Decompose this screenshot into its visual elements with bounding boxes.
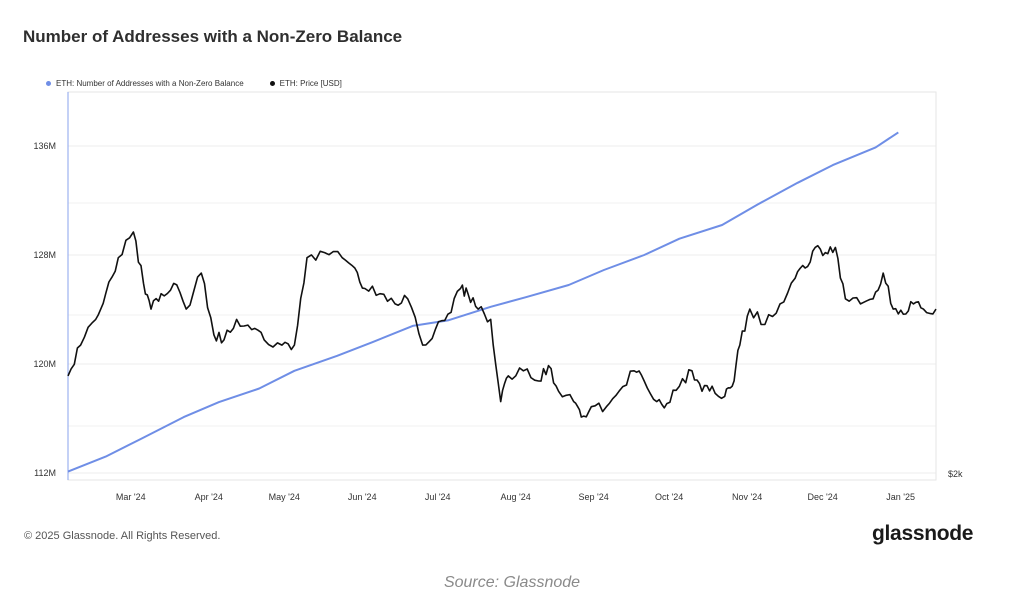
x-tick-label: Aug '24 (501, 492, 531, 502)
chart-legend: ETH: Number of Addresses with a Non-Zero… (46, 79, 368, 88)
y-right-tick-label: $2k (948, 469, 963, 479)
grid-lines (68, 145, 936, 474)
x-tick-label: Apr '24 (195, 492, 223, 502)
x-tick-label: Nov '24 (732, 492, 762, 502)
legend-dot-price (269, 81, 275, 86)
source-caption: Source: Glassnode (443, 574, 581, 591)
series-layer (67, 131, 937, 473)
x-tick-label: May '24 (269, 492, 300, 502)
copyright-text: © 2025 Glassnode. All Rights Reserved. (24, 530, 221, 542)
y-left-axis: 112M 120M 128M 136M (33, 141, 56, 478)
x-tick-label: Mar '24 (116, 492, 146, 502)
x-tick-label: Dec '24 (808, 492, 838, 502)
x-tick-label: Sep '24 (579, 492, 609, 502)
series-line-addresses[interactable] (67, 131, 899, 473)
glassnode-logo: glassnode (872, 522, 974, 545)
y-left-tick-label: 136M (33, 141, 56, 151)
series-line-price[interactable] (67, 231, 937, 418)
x-axis: Mar '24 Apr '24 May '24 Jun '24 Jul '24 Aug '… (116, 492, 915, 502)
legend-label-addresses: ETH: Number of Addresses with a Non-Zero… (56, 79, 244, 88)
x-tick-label: Jun '24 (348, 492, 377, 502)
y-left-tick-label: 128M (33, 250, 56, 260)
legend-item-addresses[interactable]: ETH: Number of Addresses with a Non-Zero… (46, 79, 244, 88)
chart-title: Number of Addresses with a Non-Zero Bala… (23, 27, 403, 46)
legend-item-price[interactable]: ETH: Price [USD] (269, 79, 342, 88)
legend-label-price: ETH: Price [USD] (279, 79, 342, 88)
y-right-axis: $2k (948, 469, 963, 479)
x-tick-label: Jan '25 (886, 492, 915, 502)
y-left-tick-label: 120M (33, 359, 56, 369)
x-tick-label: Oct '24 (655, 492, 683, 502)
y-left-tick-label: 112M (34, 468, 56, 478)
x-tick-label: Jul '24 (425, 492, 451, 502)
legend-dot-addresses (46, 81, 51, 86)
plot-border (67, 91, 937, 481)
